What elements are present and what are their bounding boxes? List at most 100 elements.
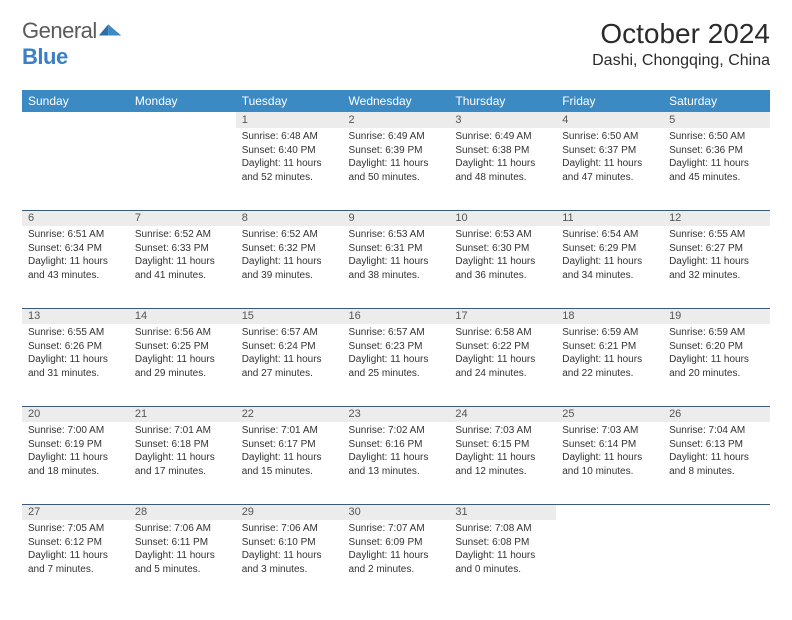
day-content-cell <box>22 128 129 210</box>
day-number-cell: 4 <box>556 112 663 128</box>
day-number-cell: 19 <box>663 308 770 324</box>
day-number-row: 20212223242526 <box>22 406 770 422</box>
title-block: October 2024 Dashi, Chongqing, China <box>592 18 770 70</box>
sunset-text: Sunset: 6:25 PM <box>135 340 230 354</box>
sunrise-text: Sunrise: 7:06 AM <box>135 522 230 536</box>
sunrise-text: Sunrise: 6:53 AM <box>349 228 444 242</box>
day-number-cell <box>663 504 770 520</box>
day-content-row: Sunrise: 7:00 AMSunset: 6:19 PMDaylight:… <box>22 422 770 504</box>
daylight-text: Daylight: 11 hours and 13 minutes. <box>349 451 444 478</box>
sunset-text: Sunset: 6:15 PM <box>455 438 550 452</box>
sunset-text: Sunset: 6:36 PM <box>669 144 764 158</box>
day-number-cell: 13 <box>22 308 129 324</box>
sunrise-text: Sunrise: 7:06 AM <box>242 522 337 536</box>
weekday-header: Thursday <box>449 90 556 112</box>
sunset-text: Sunset: 6:39 PM <box>349 144 444 158</box>
day-content-cell: Sunrise: 7:03 AMSunset: 6:14 PMDaylight:… <box>556 422 663 504</box>
daylight-text: Daylight: 11 hours and 32 minutes. <box>669 255 764 282</box>
day-number-cell: 25 <box>556 406 663 422</box>
logo-part2: Blue <box>22 44 68 69</box>
day-content-cell: Sunrise: 6:59 AMSunset: 6:20 PMDaylight:… <box>663 324 770 406</box>
sunset-text: Sunset: 6:26 PM <box>28 340 123 354</box>
sunset-text: Sunset: 6:40 PM <box>242 144 337 158</box>
daylight-text: Daylight: 11 hours and 18 minutes. <box>28 451 123 478</box>
month-title: October 2024 <box>592 18 770 50</box>
sunrise-text: Sunrise: 6:58 AM <box>455 326 550 340</box>
sunrise-text: Sunrise: 7:05 AM <box>28 522 123 536</box>
sunrise-text: Sunrise: 7:07 AM <box>349 522 444 536</box>
sunrise-text: Sunrise: 7:01 AM <box>135 424 230 438</box>
sunrise-text: Sunrise: 6:59 AM <box>562 326 657 340</box>
day-number-row: 12345 <box>22 112 770 128</box>
day-content-cell: Sunrise: 7:02 AMSunset: 6:16 PMDaylight:… <box>343 422 450 504</box>
location: Dashi, Chongqing, China <box>592 52 770 70</box>
sunrise-text: Sunrise: 6:52 AM <box>242 228 337 242</box>
day-number-cell: 12 <box>663 210 770 226</box>
weekday-header: Wednesday <box>343 90 450 112</box>
day-number-cell: 5 <box>663 112 770 128</box>
day-content-cell: Sunrise: 7:00 AMSunset: 6:19 PMDaylight:… <box>22 422 129 504</box>
day-number-cell: 24 <box>449 406 556 422</box>
daylight-text: Daylight: 11 hours and 36 minutes. <box>455 255 550 282</box>
sunrise-text: Sunrise: 6:55 AM <box>669 228 764 242</box>
day-content-cell: Sunrise: 6:58 AMSunset: 6:22 PMDaylight:… <box>449 324 556 406</box>
day-content-cell: Sunrise: 6:53 AMSunset: 6:30 PMDaylight:… <box>449 226 556 308</box>
day-content-row: Sunrise: 6:48 AMSunset: 6:40 PMDaylight:… <box>22 128 770 210</box>
daylight-text: Daylight: 11 hours and 27 minutes. <box>242 353 337 380</box>
day-content-cell: Sunrise: 6:50 AMSunset: 6:37 PMDaylight:… <box>556 128 663 210</box>
sunset-text: Sunset: 6:17 PM <box>242 438 337 452</box>
daylight-text: Daylight: 11 hours and 8 minutes. <box>669 451 764 478</box>
daylight-text: Daylight: 11 hours and 50 minutes. <box>349 157 444 184</box>
day-number-cell: 2 <box>343 112 450 128</box>
weekday-header: Tuesday <box>236 90 343 112</box>
daylight-text: Daylight: 11 hours and 2 minutes. <box>349 549 444 576</box>
sunrise-text: Sunrise: 6:49 AM <box>349 130 444 144</box>
day-number-row: 2728293031 <box>22 504 770 520</box>
daylight-text: Daylight: 11 hours and 34 minutes. <box>562 255 657 282</box>
day-content-cell <box>663 520 770 602</box>
day-content-cell: Sunrise: 7:07 AMSunset: 6:09 PMDaylight:… <box>343 520 450 602</box>
sunrise-text: Sunrise: 7:03 AM <box>455 424 550 438</box>
day-content-cell: Sunrise: 7:06 AMSunset: 6:11 PMDaylight:… <box>129 520 236 602</box>
daylight-text: Daylight: 11 hours and 41 minutes. <box>135 255 230 282</box>
day-number-cell: 26 <box>663 406 770 422</box>
sunset-text: Sunset: 6:10 PM <box>242 536 337 550</box>
day-number-row: 13141516171819 <box>22 308 770 324</box>
day-number-cell: 7 <box>129 210 236 226</box>
day-content-cell: Sunrise: 6:51 AMSunset: 6:34 PMDaylight:… <box>22 226 129 308</box>
day-content-cell: Sunrise: 6:52 AMSunset: 6:32 PMDaylight:… <box>236 226 343 308</box>
sunset-text: Sunset: 6:32 PM <box>242 242 337 256</box>
day-number-cell: 20 <box>22 406 129 422</box>
daylight-text: Daylight: 11 hours and 3 minutes. <box>242 549 337 576</box>
day-content-cell <box>129 128 236 210</box>
daylight-text: Daylight: 11 hours and 29 minutes. <box>135 353 230 380</box>
daylight-text: Daylight: 11 hours and 43 minutes. <box>28 255 123 282</box>
logo: GeneralBlue <box>22 18 125 70</box>
sunset-text: Sunset: 6:19 PM <box>28 438 123 452</box>
sunset-text: Sunset: 6:24 PM <box>242 340 337 354</box>
sunset-text: Sunset: 6:23 PM <box>349 340 444 354</box>
daylight-text: Daylight: 11 hours and 48 minutes. <box>455 157 550 184</box>
day-content-cell: Sunrise: 6:57 AMSunset: 6:23 PMDaylight:… <box>343 324 450 406</box>
sunset-text: Sunset: 6:20 PM <box>669 340 764 354</box>
daylight-text: Daylight: 11 hours and 7 minutes. <box>28 549 123 576</box>
logo-part1: General <box>22 18 97 43</box>
weekday-header: Saturday <box>663 90 770 112</box>
calendar-table: Sunday Monday Tuesday Wednesday Thursday… <box>22 90 770 602</box>
sunrise-text: Sunrise: 7:00 AM <box>28 424 123 438</box>
daylight-text: Daylight: 11 hours and 47 minutes. <box>562 157 657 184</box>
sunrise-text: Sunrise: 6:52 AM <box>135 228 230 242</box>
day-number-cell <box>22 112 129 128</box>
weekday-header: Sunday <box>22 90 129 112</box>
day-number-cell: 30 <box>343 504 450 520</box>
day-number-row: 6789101112 <box>22 210 770 226</box>
day-number-cell: 1 <box>236 112 343 128</box>
day-content-cell: Sunrise: 7:05 AMSunset: 6:12 PMDaylight:… <box>22 520 129 602</box>
day-content-cell <box>556 520 663 602</box>
sunrise-text: Sunrise: 6:54 AM <box>562 228 657 242</box>
day-content-cell: Sunrise: 7:08 AMSunset: 6:08 PMDaylight:… <box>449 520 556 602</box>
day-content-cell: Sunrise: 6:57 AMSunset: 6:24 PMDaylight:… <box>236 324 343 406</box>
sunset-text: Sunset: 6:18 PM <box>135 438 230 452</box>
sunset-text: Sunset: 6:09 PM <box>349 536 444 550</box>
day-content-cell: Sunrise: 7:03 AMSunset: 6:15 PMDaylight:… <box>449 422 556 504</box>
